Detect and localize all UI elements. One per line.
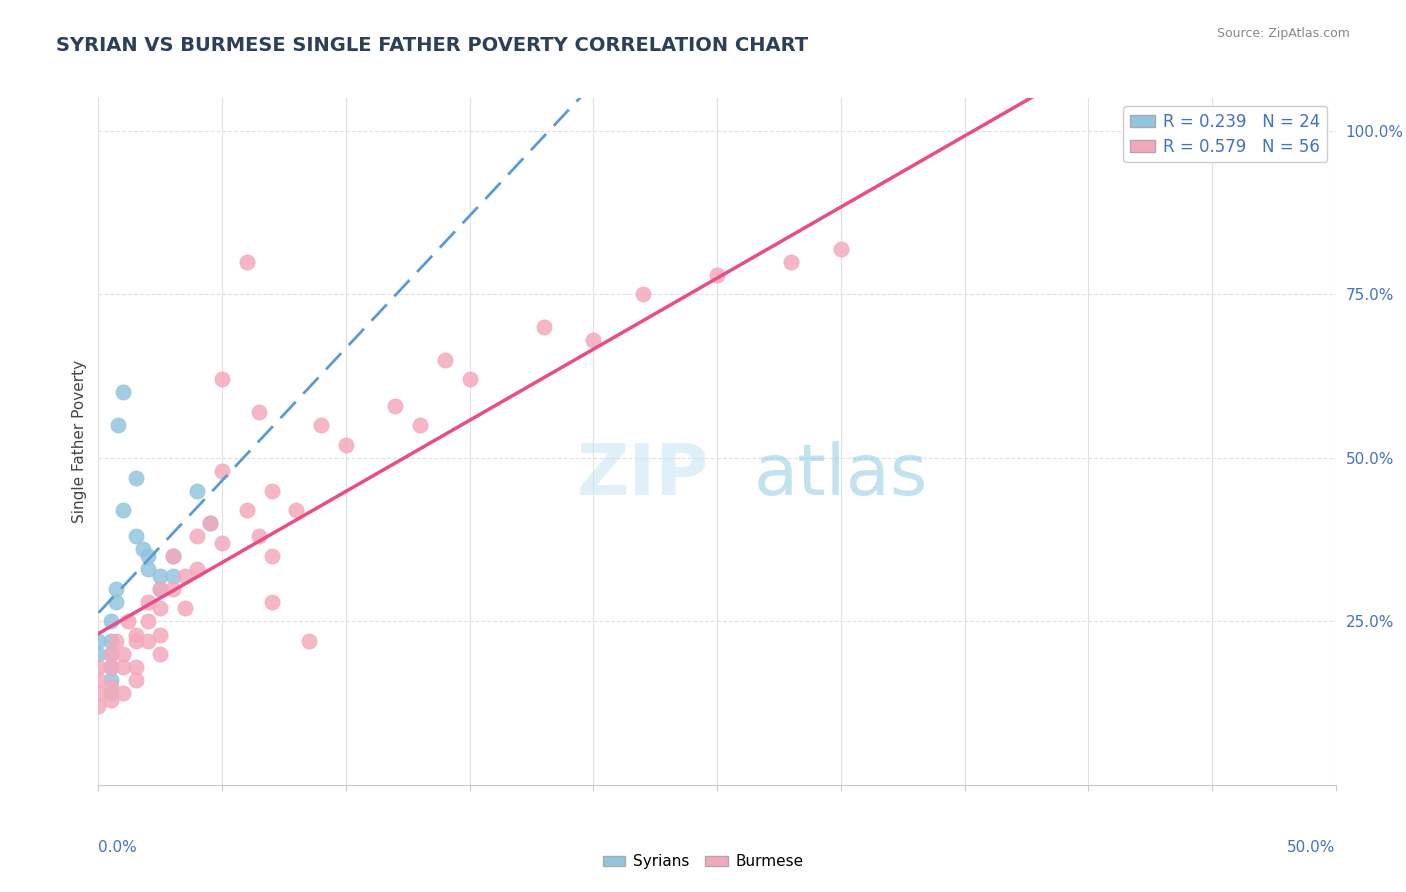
Point xyxy=(104,634,127,648)
Point xyxy=(186,529,208,543)
Point xyxy=(1201,124,1223,138)
Point xyxy=(124,673,146,688)
Point xyxy=(186,562,208,576)
Point xyxy=(458,372,481,386)
Point xyxy=(149,601,172,615)
Point xyxy=(174,601,197,615)
Point xyxy=(247,405,270,419)
Point xyxy=(87,673,110,688)
Text: Source: ZipAtlas.com: Source: ZipAtlas.com xyxy=(1216,27,1350,40)
Point xyxy=(124,529,146,543)
Point xyxy=(100,693,122,707)
Point xyxy=(112,660,135,674)
Point xyxy=(247,529,270,543)
Point xyxy=(260,595,283,609)
Point xyxy=(149,582,172,596)
Point xyxy=(100,634,122,648)
Point xyxy=(198,516,221,531)
Point xyxy=(100,673,122,688)
Point xyxy=(780,254,803,268)
Text: ZIP: ZIP xyxy=(576,442,709,510)
Point xyxy=(162,549,184,563)
Point xyxy=(174,568,197,582)
Point xyxy=(87,686,110,700)
Point xyxy=(87,634,110,648)
Point xyxy=(112,686,135,700)
Point xyxy=(117,615,139,629)
Point xyxy=(149,582,172,596)
Text: SYRIAN VS BURMESE SINGLE FATHER POVERTY CORRELATION CHART: SYRIAN VS BURMESE SINGLE FATHER POVERTY … xyxy=(56,36,808,54)
Point xyxy=(260,483,283,498)
Point xyxy=(104,582,127,596)
Legend: R = 0.239   N = 24, R = 0.579   N = 56: R = 0.239 N = 24, R = 0.579 N = 56 xyxy=(1123,106,1327,162)
Point xyxy=(132,542,155,557)
Point xyxy=(309,418,332,433)
Point xyxy=(211,372,233,386)
Point xyxy=(149,568,172,582)
Point xyxy=(260,549,283,563)
Point xyxy=(112,385,135,400)
Point xyxy=(100,660,122,674)
Point xyxy=(335,438,357,452)
Point xyxy=(136,634,159,648)
Point xyxy=(433,352,456,367)
Point xyxy=(149,627,172,641)
Point xyxy=(285,503,308,517)
Point xyxy=(124,634,146,648)
Point xyxy=(100,615,122,629)
Point xyxy=(136,615,159,629)
Point xyxy=(384,399,406,413)
Point xyxy=(136,562,159,576)
Point xyxy=(582,333,605,347)
Point xyxy=(162,549,184,563)
Point xyxy=(124,627,146,641)
Point xyxy=(124,470,146,484)
Y-axis label: Single Father Poverty: Single Father Poverty xyxy=(72,360,87,523)
Point xyxy=(104,595,127,609)
Point xyxy=(830,242,852,256)
Point xyxy=(236,254,259,268)
Point xyxy=(186,483,208,498)
Point xyxy=(87,699,110,714)
Point xyxy=(136,595,159,609)
Point xyxy=(100,686,122,700)
Point xyxy=(149,647,172,661)
Point xyxy=(236,503,259,517)
Point xyxy=(112,647,135,661)
Point xyxy=(124,660,146,674)
Point xyxy=(112,503,135,517)
Text: atlas: atlas xyxy=(754,442,928,510)
Point xyxy=(136,549,159,563)
Point xyxy=(100,680,122,694)
Point xyxy=(162,582,184,596)
Point xyxy=(211,536,233,550)
Legend: Syrians, Burmese: Syrians, Burmese xyxy=(596,848,810,875)
Point xyxy=(706,268,728,282)
Point xyxy=(87,647,110,661)
Text: 0.0%: 0.0% xyxy=(98,840,138,855)
Point xyxy=(162,568,184,582)
Point xyxy=(198,516,221,531)
Point xyxy=(298,634,321,648)
Point xyxy=(87,660,110,674)
Text: 50.0%: 50.0% xyxy=(1288,840,1336,855)
Point xyxy=(409,418,432,433)
Point xyxy=(100,660,122,674)
Point xyxy=(631,287,654,301)
Point xyxy=(100,647,122,661)
Point xyxy=(533,320,555,334)
Point xyxy=(100,647,122,661)
Point xyxy=(211,464,233,478)
Point xyxy=(107,418,129,433)
